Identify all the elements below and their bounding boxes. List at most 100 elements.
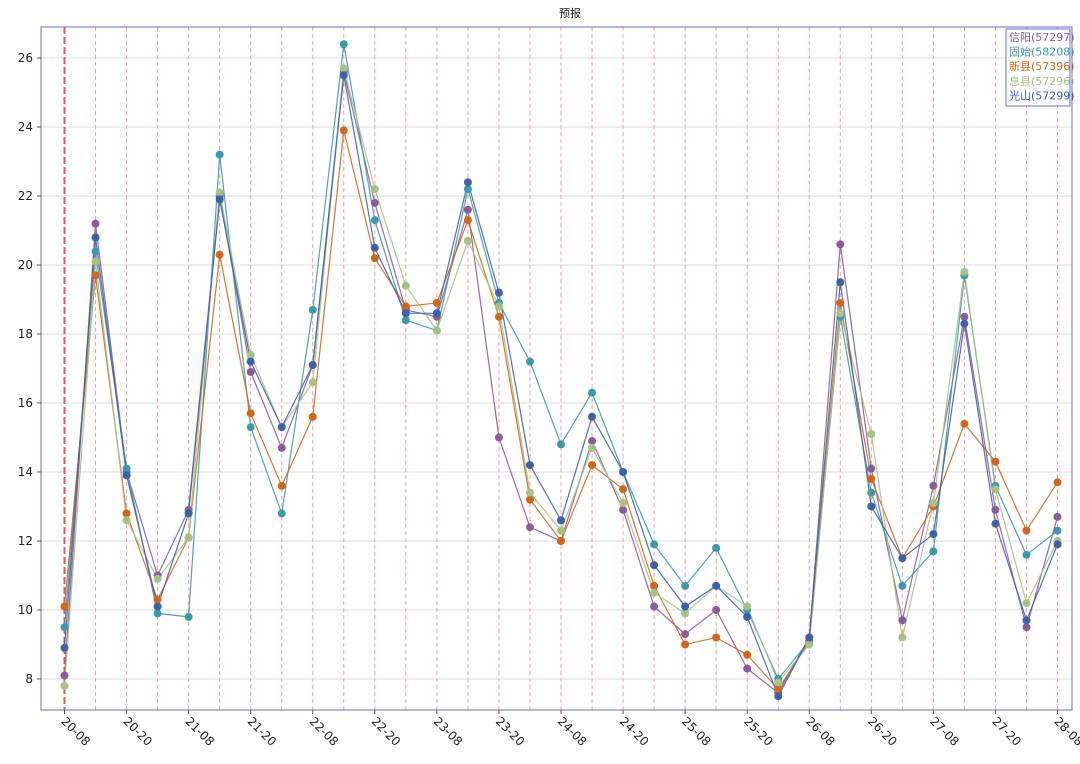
data-point xyxy=(122,464,131,473)
data-point xyxy=(805,633,814,642)
data-point xyxy=(308,378,317,387)
data-point xyxy=(960,267,969,276)
data-point xyxy=(277,443,286,452)
y-tick-label: 16 xyxy=(18,396,33,410)
data-point xyxy=(681,602,690,611)
data-point xyxy=(432,309,441,318)
data-point xyxy=(557,516,565,525)
data-point xyxy=(619,467,628,476)
data-point xyxy=(339,64,348,73)
y-axis: 8 10 12 14 16 18 20 22 24 26 xyxy=(18,51,41,686)
legend-box xyxy=(1005,28,1071,107)
x-tick-label: 27-20 xyxy=(989,714,1024,749)
data-point xyxy=(525,357,534,366)
data-point xyxy=(1053,512,1062,521)
data-point xyxy=(929,547,938,556)
data-point xyxy=(960,312,969,321)
data-point xyxy=(960,319,969,328)
x-tick-label: 22-20 xyxy=(369,714,404,749)
data-point xyxy=(339,71,348,80)
data-point xyxy=(681,630,690,639)
data-point xyxy=(650,540,659,549)
data-point xyxy=(1022,599,1031,608)
data-point xyxy=(494,288,503,297)
x-tick-label: 27-08 xyxy=(927,714,962,749)
data-point xyxy=(836,240,845,249)
x-tick-label: 23-08 xyxy=(431,714,466,749)
data-point xyxy=(1022,526,1031,535)
data-point xyxy=(60,671,69,680)
x-axis: 20-08 20-20 21-08 21-20 22-08 22-20 23-08 23-20… xyxy=(58,710,1080,749)
data-point xyxy=(122,516,131,525)
data-point xyxy=(60,643,69,652)
y-tick-label: 26 xyxy=(18,51,33,65)
data-point xyxy=(308,412,317,421)
data-point xyxy=(836,278,845,287)
data-point xyxy=(277,481,286,490)
legend-entry: 光山(57299) xyxy=(1009,88,1075,102)
data-point xyxy=(805,640,814,649)
data-point xyxy=(246,409,255,418)
data-point xyxy=(91,257,100,266)
data-point xyxy=(401,302,410,311)
data-point xyxy=(215,250,224,259)
data-point xyxy=(184,533,193,542)
data-point xyxy=(557,440,565,449)
data-point xyxy=(153,595,162,604)
data-point xyxy=(619,505,628,514)
data-point xyxy=(246,357,255,366)
data-point xyxy=(991,457,1000,466)
series-line xyxy=(63,130,1059,691)
data-point xyxy=(525,495,534,504)
data-point xyxy=(463,185,472,194)
data-point xyxy=(370,185,379,194)
series-line xyxy=(63,71,1059,694)
data-point xyxy=(588,412,597,421)
data-point xyxy=(712,633,721,642)
data-point xyxy=(867,474,876,483)
data-point xyxy=(712,605,721,614)
data-point xyxy=(308,305,317,314)
data-point xyxy=(153,602,162,611)
data-point xyxy=(339,40,348,49)
data-point xyxy=(929,499,938,508)
data-point xyxy=(494,312,503,321)
data-point xyxy=(650,588,659,597)
data-point xyxy=(681,581,690,590)
data-point xyxy=(463,236,472,245)
y-tick-label: 12 xyxy=(18,534,33,548)
data-point xyxy=(929,530,938,539)
data-point xyxy=(401,316,410,325)
x-tick-label: 20-20 xyxy=(120,714,155,749)
data-point xyxy=(774,678,783,687)
x-tick-label: 26-20 xyxy=(865,714,900,749)
x-tick-label: 24-20 xyxy=(617,714,652,749)
data-point xyxy=(743,650,752,659)
data-point xyxy=(619,499,628,508)
x-tick-label: 20-08 xyxy=(58,714,93,749)
y-tick-label: 8 xyxy=(25,672,33,686)
y-tick-label: 10 xyxy=(18,603,33,617)
data-point xyxy=(215,188,224,197)
data-point xyxy=(898,581,907,590)
data-point xyxy=(774,685,783,694)
data-point xyxy=(370,243,379,252)
data-point xyxy=(246,423,255,432)
legend-entry: 息县(57296) xyxy=(1009,74,1075,88)
series-points xyxy=(60,40,1062,701)
data-point xyxy=(91,247,100,256)
data-point xyxy=(494,302,503,311)
y-tick-label: 20 xyxy=(18,258,33,272)
data-point xyxy=(91,271,100,280)
time-gridlines xyxy=(63,27,1058,710)
data-point xyxy=(867,464,876,473)
data-point xyxy=(401,309,410,318)
data-point xyxy=(122,509,131,518)
data-point xyxy=(743,612,752,621)
data-point xyxy=(898,554,907,563)
data-point xyxy=(743,664,752,673)
data-point xyxy=(619,485,628,494)
data-point xyxy=(370,198,379,207)
data-point xyxy=(650,561,659,570)
